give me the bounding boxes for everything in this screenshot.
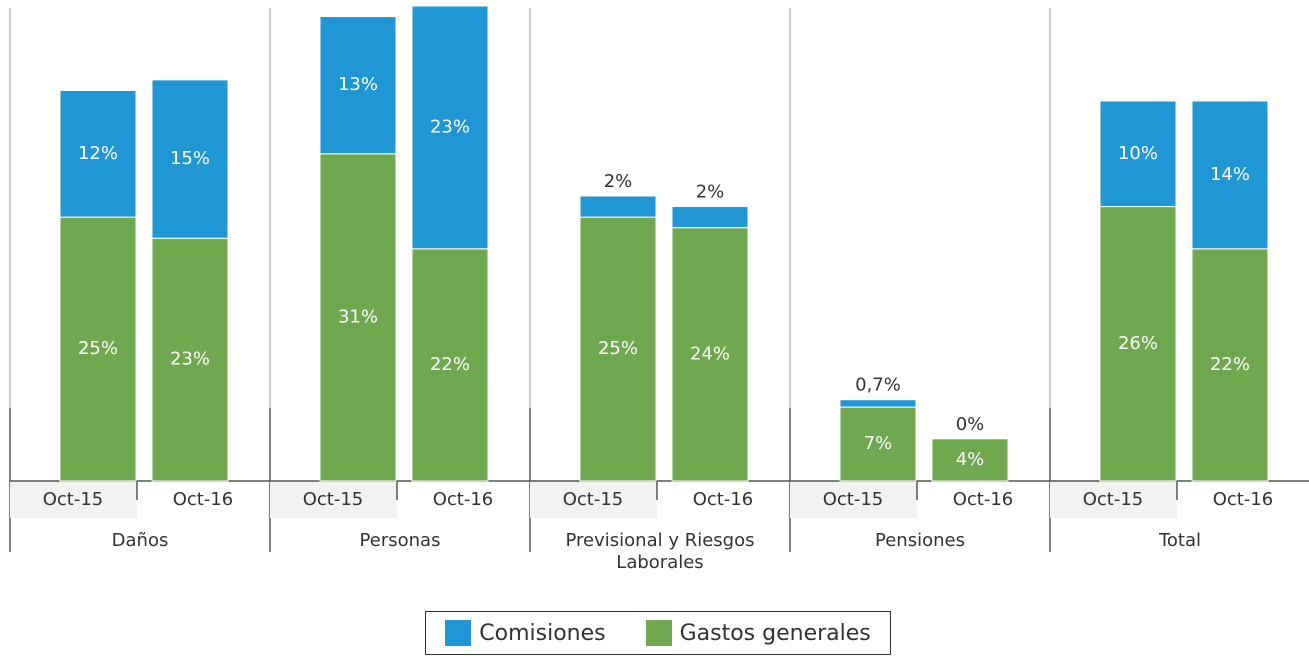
group-label: Previsional y Riesgos Laborales xyxy=(565,530,755,573)
cell-bg xyxy=(530,481,657,518)
data-label: 2% xyxy=(604,171,633,192)
data-label: 23% xyxy=(430,116,470,137)
data-label: 24% xyxy=(690,343,730,364)
x-tick-label: Oct-16 xyxy=(953,489,1014,510)
data-label: 15% xyxy=(170,148,210,169)
bar-segment xyxy=(671,206,749,229)
x-tick-label: Oct-15 xyxy=(1083,489,1144,510)
bar-segment xyxy=(839,399,917,408)
x-tick-label: Oct-15 xyxy=(303,489,364,510)
bar-segment xyxy=(1099,100,1177,208)
data-label: 31% xyxy=(338,306,378,327)
data-label: 22% xyxy=(1210,354,1250,375)
data-label: 2% xyxy=(696,182,725,203)
cell-bg xyxy=(270,481,397,518)
group-label: Total xyxy=(1158,530,1202,551)
legend-item: Gastos generales xyxy=(645,620,871,646)
x-tick-label: Oct-16 xyxy=(173,489,234,510)
bar-segment xyxy=(151,237,229,482)
data-label: 23% xyxy=(170,349,210,370)
group-label: Pensiones xyxy=(875,530,965,551)
data-label: 0,7% xyxy=(855,375,901,396)
legend: Comisiones Gastos generales xyxy=(425,611,891,655)
x-tick-label: Oct-16 xyxy=(693,489,754,510)
bar-segment xyxy=(59,216,137,482)
data-label: 4% xyxy=(956,449,985,470)
bar-segment xyxy=(411,248,489,482)
x-tick-label: Oct-15 xyxy=(43,489,104,510)
bar-segment xyxy=(151,79,229,239)
x-tick-label: Oct-16 xyxy=(433,489,494,510)
bar-segment xyxy=(1099,206,1177,482)
x-tick-label: Oct-15 xyxy=(563,489,624,510)
bar-segment xyxy=(671,227,749,482)
data-label: 22% xyxy=(430,354,470,375)
cell-bg xyxy=(10,481,137,518)
x-tick-label: Oct-16 xyxy=(1213,489,1274,510)
cell-bg xyxy=(790,481,917,518)
data-label: 12% xyxy=(78,143,118,164)
bar-segment xyxy=(59,89,137,218)
bar-segment xyxy=(1191,100,1269,250)
data-label: 25% xyxy=(78,338,118,359)
bar-segment xyxy=(839,406,917,482)
legend-swatch xyxy=(445,620,472,646)
data-label: 26% xyxy=(1118,333,1158,354)
bar-segment xyxy=(319,16,397,155)
data-label: 7% xyxy=(864,433,893,454)
data-label: 10% xyxy=(1118,143,1158,164)
data-label: 25% xyxy=(598,338,638,359)
bar-segment xyxy=(579,216,657,482)
x-tick-label: Oct-15 xyxy=(823,489,884,510)
group-label: Daños xyxy=(111,530,169,551)
bar-segment xyxy=(1191,248,1269,482)
legend-swatch xyxy=(645,620,672,646)
group-label: Personas xyxy=(359,530,441,551)
legend-label: Gastos generales xyxy=(679,620,871,646)
bar-segment xyxy=(319,153,397,482)
legend-label: Comisiones xyxy=(479,620,606,646)
cell-bg xyxy=(1050,481,1177,518)
data-label: 14% xyxy=(1210,164,1250,185)
bar-segment xyxy=(579,195,657,218)
data-label: 13% xyxy=(338,74,378,95)
bar-segment xyxy=(931,438,1009,482)
legend-item: Comisiones xyxy=(445,620,606,646)
data-label: 0% xyxy=(956,414,985,435)
bar-segment xyxy=(411,5,489,250)
